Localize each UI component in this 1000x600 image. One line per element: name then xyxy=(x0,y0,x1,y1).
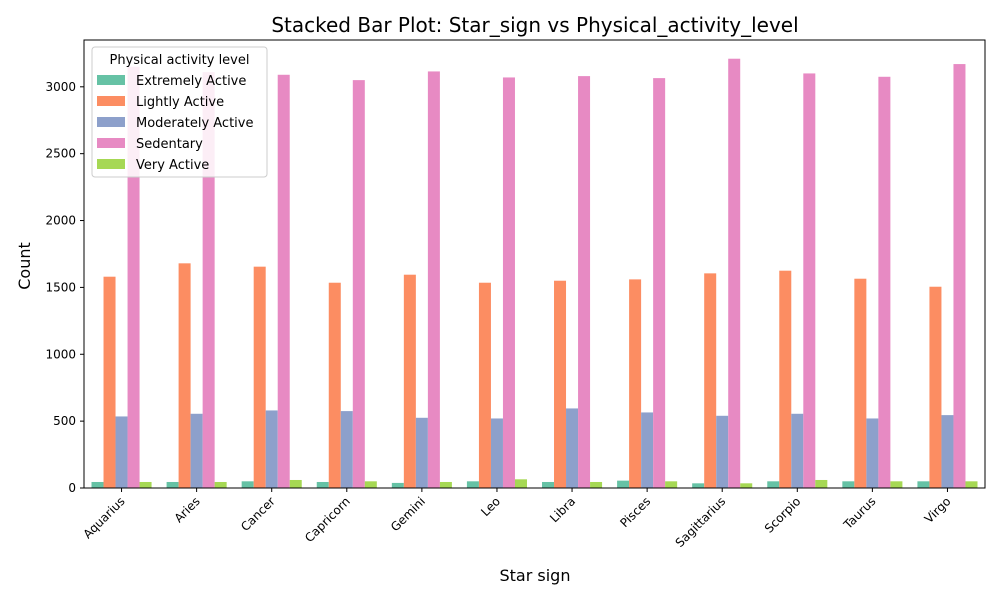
chart-title: Stacked Bar Plot: Star_sign vs Physical_… xyxy=(271,13,798,37)
y-tick-label: 3000 xyxy=(45,80,76,94)
legend-swatch xyxy=(97,75,125,85)
bar-lightly-active-taurus xyxy=(854,278,867,488)
x-tick-label: Capricorn xyxy=(302,494,353,545)
bar-very-active-taurus xyxy=(890,481,903,488)
bar-sedentary-libra xyxy=(578,76,591,489)
bar-moderately-active-libra xyxy=(566,408,579,488)
y-tick-label: 500 xyxy=(53,414,76,428)
y-tick-label: 2000 xyxy=(45,214,76,228)
bar-moderately-active-leo xyxy=(490,418,503,488)
bar-extremely-active-pisces xyxy=(617,480,630,488)
x-axis-title: Star sign xyxy=(500,566,571,585)
bar-very-active-aries xyxy=(214,481,227,488)
legend-entry: Extremely Active xyxy=(136,74,246,89)
y-axis-title: Count xyxy=(15,242,34,290)
legend-swatch xyxy=(97,117,125,127)
bar-lightly-active-libra xyxy=(554,280,567,488)
bar-lightly-active-aquarius xyxy=(103,276,116,488)
bar-lightly-active-scorpio xyxy=(779,270,792,488)
bar-moderately-active-capricorn xyxy=(340,411,353,488)
bar-sedentary-gemini xyxy=(427,71,440,489)
bar-extremely-active-aquarius xyxy=(91,481,104,488)
bar-lightly-active-aries xyxy=(178,263,191,488)
bar-very-active-libra xyxy=(590,481,603,488)
x-tick-label: Gemini xyxy=(388,494,428,534)
legend-entry: Lightly Active xyxy=(136,95,224,110)
x-tick-label: Sagittarius xyxy=(673,494,729,550)
bar-moderately-active-cancer xyxy=(265,410,278,488)
legend-swatch xyxy=(97,138,125,148)
x-tick-label: Pisces xyxy=(617,494,653,530)
y-tick-label: 1000 xyxy=(45,347,76,361)
legend-entry: Very Active xyxy=(136,158,209,173)
bar-lightly-active-sagittarius xyxy=(704,273,717,488)
legend-entry: Moderately Active xyxy=(136,116,253,131)
bar-moderately-active-virgo xyxy=(941,415,954,488)
bar-lightly-active-gemini xyxy=(403,274,416,488)
y-tick-label: 2500 xyxy=(45,147,76,161)
bar-very-active-capricorn xyxy=(364,481,377,488)
legend-entry: Sedentary xyxy=(136,137,203,152)
y-tick-label: 0 xyxy=(68,481,76,495)
bar-lightly-active-capricorn xyxy=(328,282,341,488)
x-tick-label: Aquarius xyxy=(80,494,127,541)
x-tick-label: Cancer xyxy=(238,494,278,534)
bar-extremely-active-libra xyxy=(542,481,555,488)
x-tick-label: Leo xyxy=(478,494,503,519)
x-tick-label: Libra xyxy=(547,494,578,525)
bar-very-active-sagittarius xyxy=(740,483,753,488)
bar-sedentary-pisces xyxy=(653,78,666,489)
y-tick-label: 1500 xyxy=(45,280,76,294)
bar-very-active-pisces xyxy=(665,481,678,488)
bar-extremely-active-taurus xyxy=(842,481,855,488)
bar-lightly-active-virgo xyxy=(929,286,942,488)
x-tick-label: Scorpio xyxy=(762,494,804,536)
bar-moderately-active-taurus xyxy=(866,418,879,488)
bar-extremely-active-cancer xyxy=(241,481,254,488)
legend-swatch xyxy=(97,159,125,169)
bar-very-active-leo xyxy=(514,479,527,488)
bar-lightly-active-pisces xyxy=(629,279,642,488)
x-tick-label: Taurus xyxy=(840,494,878,532)
bar-extremely-active-gemini xyxy=(391,482,404,488)
bar-lightly-active-leo xyxy=(478,282,491,488)
bar-very-active-scorpio xyxy=(815,479,828,488)
bar-extremely-active-sagittarius xyxy=(692,483,705,488)
bar-very-active-virgo xyxy=(965,481,978,488)
bar-sedentary-virgo xyxy=(953,64,966,488)
bar-moderately-active-aries xyxy=(190,413,203,488)
bar-sedentary-leo xyxy=(502,77,515,488)
bar-extremely-active-aries xyxy=(166,481,179,488)
plot-frame xyxy=(83,39,986,489)
legend: Physical activity level Extremely Active L… xyxy=(91,46,268,178)
x-tick-label: Virgo xyxy=(922,494,954,526)
bar-extremely-active-scorpio xyxy=(767,481,780,488)
bar-moderately-active-pisces xyxy=(641,412,654,488)
bar-very-active-aquarius xyxy=(139,481,152,488)
bar-moderately-active-sagittarius xyxy=(716,415,729,488)
bar-sedentary-cancer xyxy=(277,74,290,489)
bar-extremely-active-leo xyxy=(466,481,479,488)
legend-box xyxy=(91,46,268,178)
bar-moderately-active-aquarius xyxy=(115,416,128,488)
bar-extremely-active-capricorn xyxy=(316,481,329,488)
bar-moderately-active-gemini xyxy=(415,417,428,488)
bar-very-active-gemini xyxy=(439,481,452,488)
bar-sedentary-capricorn xyxy=(352,80,365,489)
bar-extremely-active-virgo xyxy=(917,481,930,488)
bar-sedentary-taurus xyxy=(878,76,891,488)
bar-lightly-active-cancer xyxy=(253,266,266,488)
bar-sedentary-scorpio xyxy=(803,73,816,489)
bar-moderately-active-scorpio xyxy=(791,413,804,488)
legend-swatch xyxy=(97,96,125,106)
bar-very-active-cancer xyxy=(289,479,302,488)
bar-sedentary-sagittarius xyxy=(728,58,741,488)
x-tick-label: Aries xyxy=(172,494,203,525)
legend-title: Physical activity level xyxy=(110,53,250,68)
